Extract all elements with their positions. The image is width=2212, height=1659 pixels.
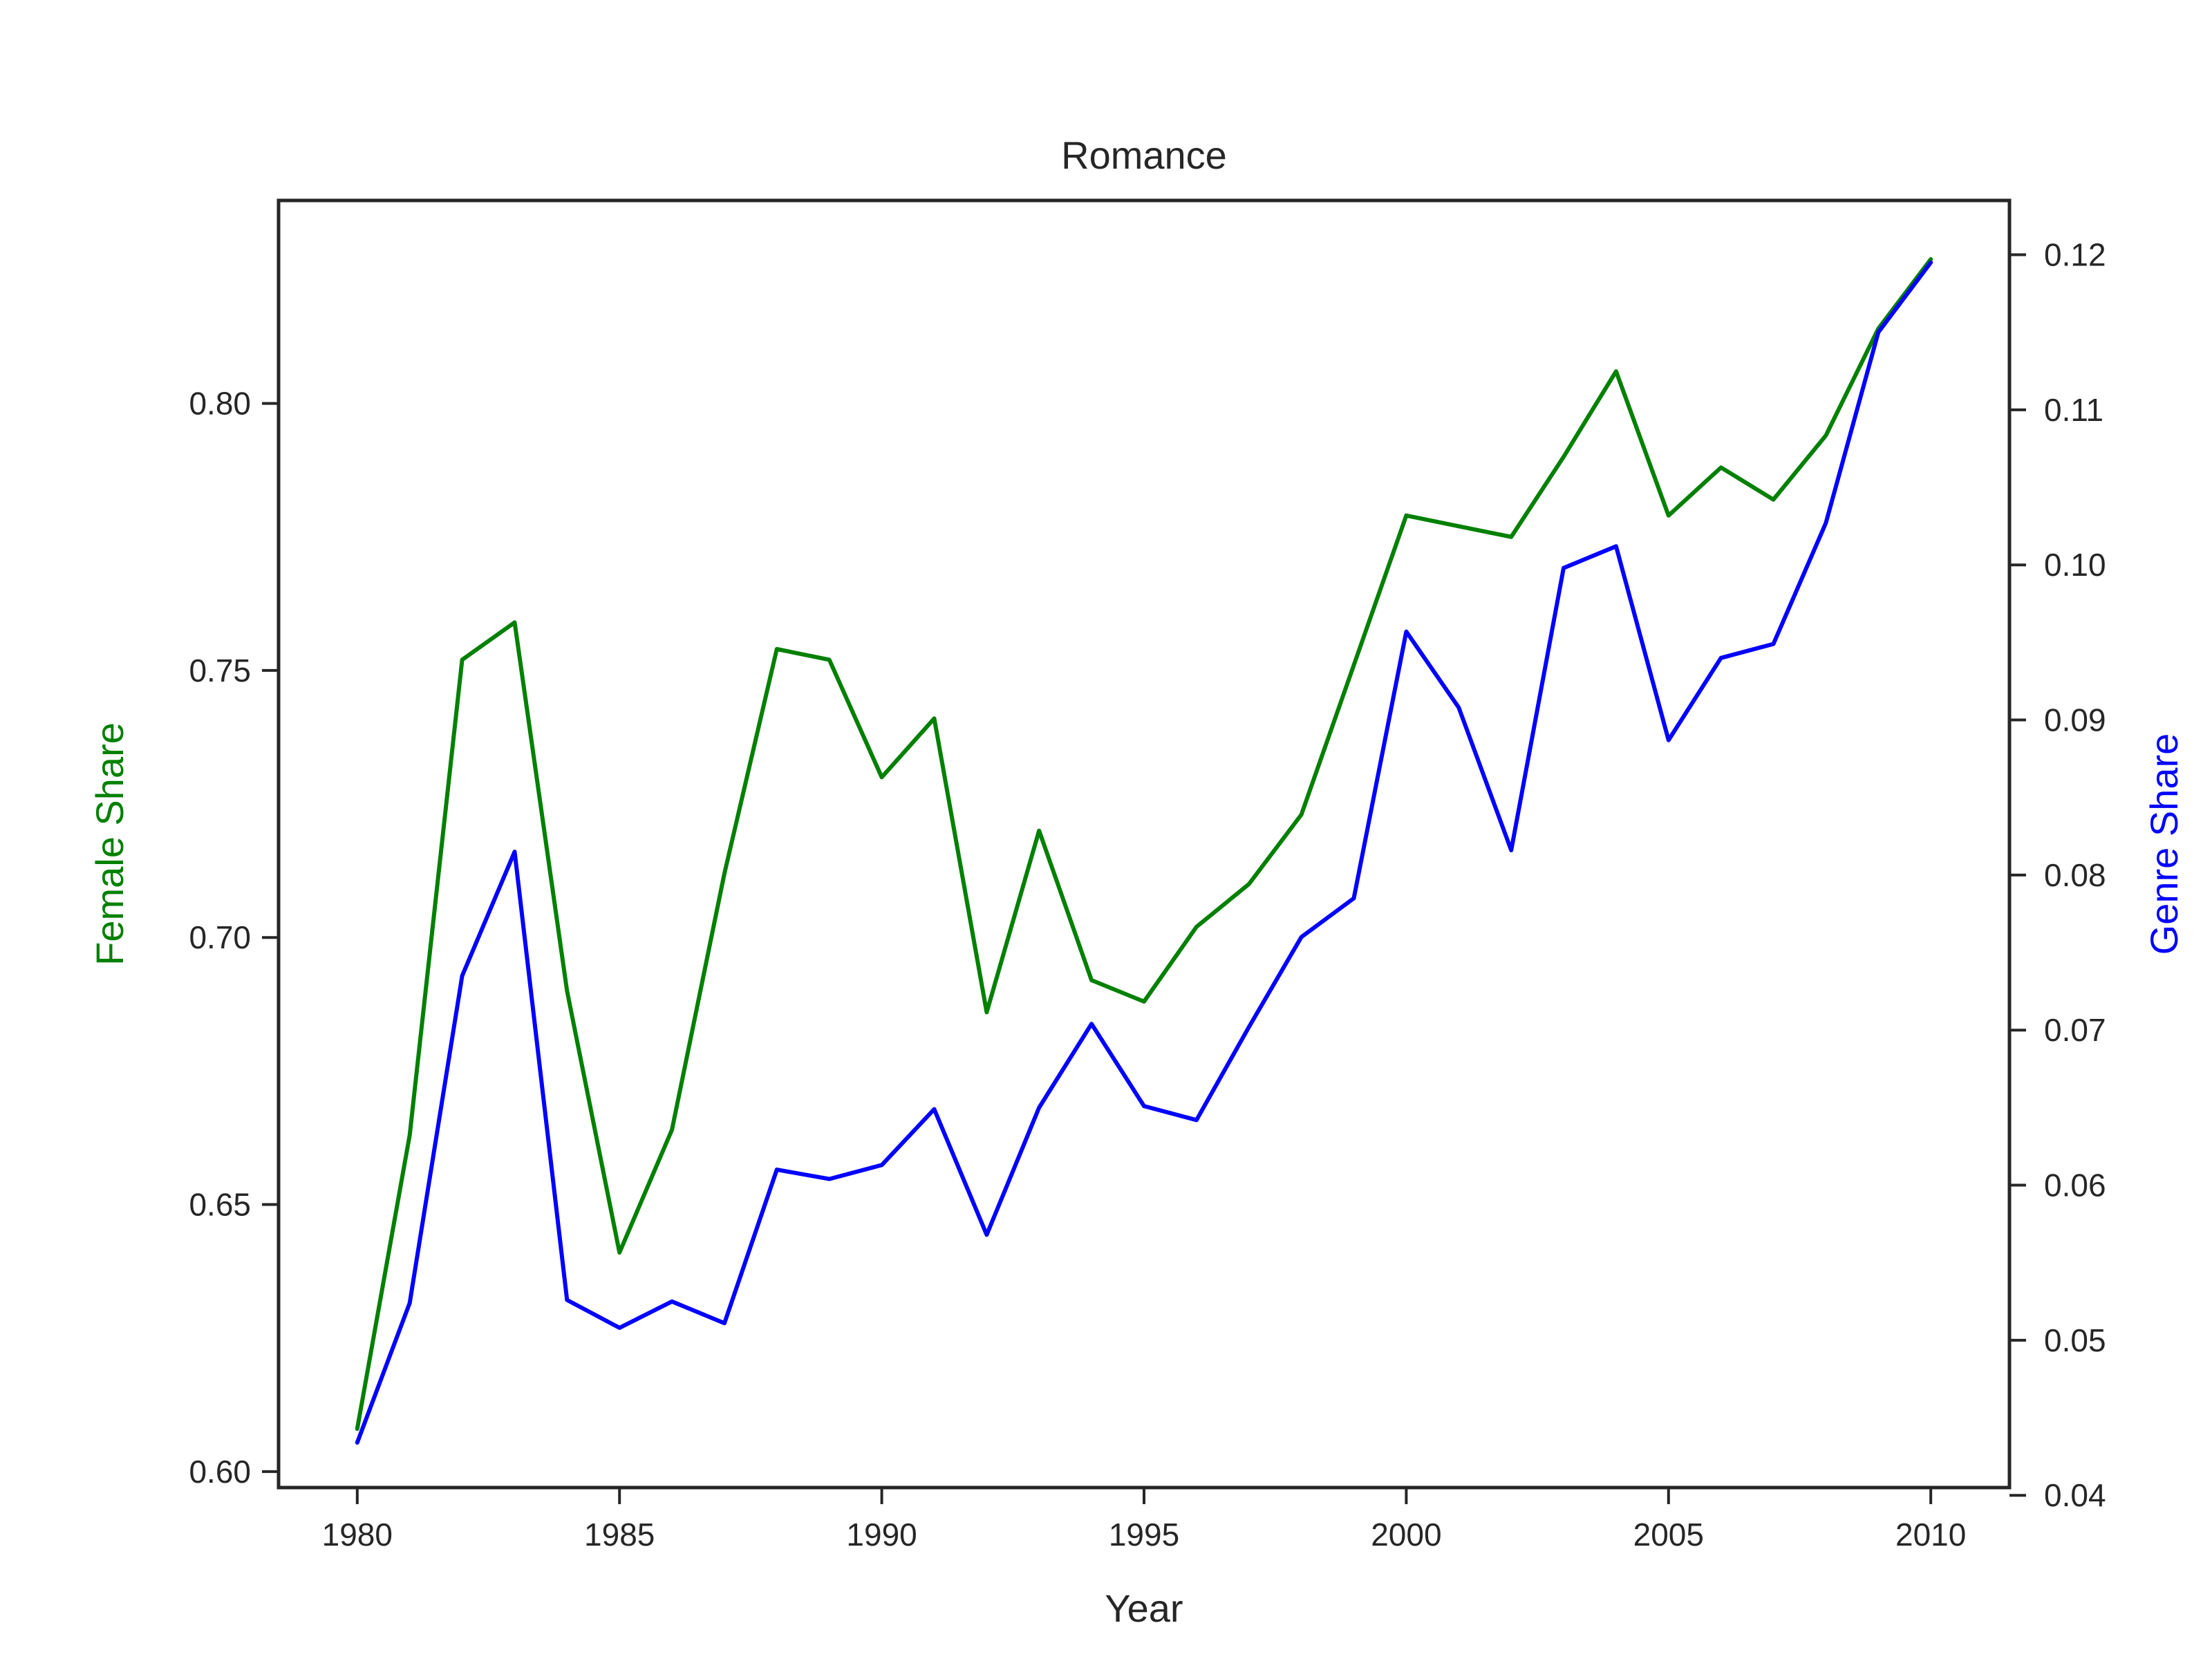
left-y-tick-label: 0.75 xyxy=(189,653,251,688)
left-y-tick-label: 0.65 xyxy=(189,1187,251,1223)
right-y-tick-label: 0.12 xyxy=(2044,237,2106,273)
left-y-axis-label: Female Share xyxy=(88,722,131,966)
x-tick-label: 1980 xyxy=(322,1517,393,1553)
right-y-axis-label: Genre Share xyxy=(2142,733,2186,955)
right-y-tick-label: 0.05 xyxy=(2044,1322,2106,1358)
left-y-tick-label: 0.60 xyxy=(189,1454,251,1490)
chart-title: Romance xyxy=(1061,133,1227,177)
x-tick-label: 2005 xyxy=(1633,1517,1704,1553)
right-y-tick-label: 0.06 xyxy=(2044,1168,2106,1203)
left-y-tick-label: 0.70 xyxy=(189,919,251,955)
right-y-tick-label: 0.09 xyxy=(2044,702,2106,738)
right-y-tick-label: 0.08 xyxy=(2044,857,2106,893)
genre-share-line xyxy=(355,260,1933,1445)
plot-frame xyxy=(276,198,2012,1490)
series-layer xyxy=(355,257,1933,1445)
left-y-tick-label: 0.80 xyxy=(189,386,251,422)
x-tick-label: 1990 xyxy=(846,1517,917,1553)
left-y-axis-ticks: 0.60 0.65 0.70 0.75 0.80 xyxy=(189,386,279,1490)
right-y-tick-label: 0.11 xyxy=(2044,392,2103,428)
x-tick-label: 2010 xyxy=(1895,1517,1966,1553)
x-tick-label: 1985 xyxy=(584,1517,655,1553)
x-tick-label: 1995 xyxy=(1109,1517,1179,1553)
right-y-tick-label: 0.10 xyxy=(2044,547,2106,583)
right-y-tick-label: 0.04 xyxy=(2044,1477,2106,1513)
female-share-line xyxy=(355,257,1933,1431)
right-y-axis-ticks: 0.04 0.05 0.06 0.07 0.08 0.09 0.10 0.11 0.12 xyxy=(2009,237,2106,1513)
right-y-tick-label: 0.07 xyxy=(2044,1012,2106,1048)
x-tick-label: 2000 xyxy=(1371,1517,1441,1553)
x-axis-label: Year xyxy=(1105,1586,1183,1630)
x-axis-ticks: 1980 1985 1990 1995 2000 2005 2010 xyxy=(322,1488,1966,1553)
